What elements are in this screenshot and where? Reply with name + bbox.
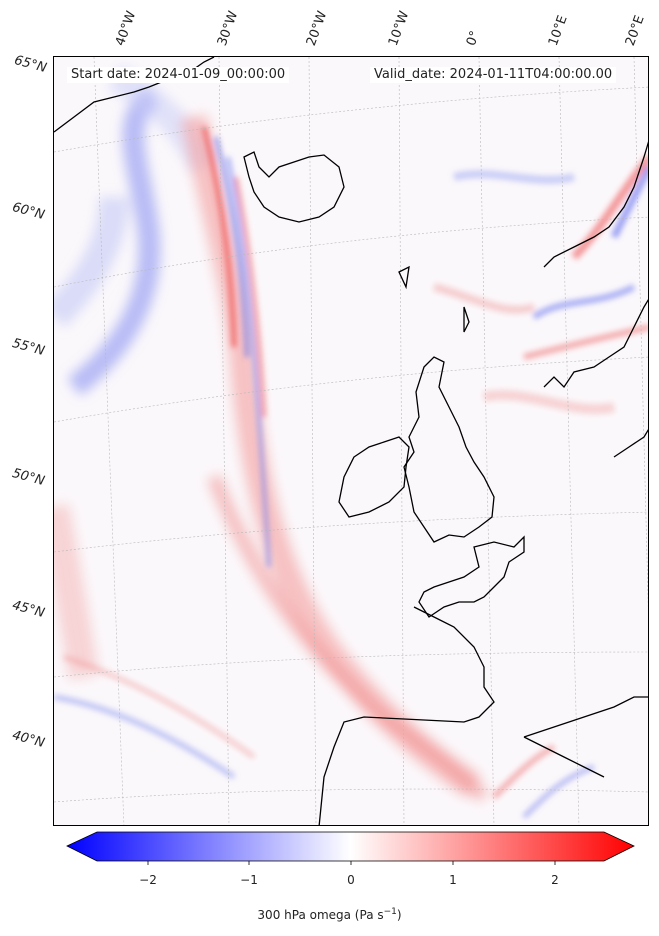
lat-label-65n: 65°N — [12, 53, 49, 76]
lat-label-45n: 45°N — [10, 598, 47, 621]
baltic-coast — [613, 429, 648, 458]
valid-date-text: Valid_date: 2024-01-11T04:00:00.00 — [370, 67, 617, 83]
map-panel — [53, 56, 649, 826]
lon-label-30w: 30°W — [214, 9, 242, 48]
omega-field-map — [54, 57, 648, 825]
lat-label-50n: 50°N — [10, 466, 47, 489]
colorbar-label-end: ) — [396, 908, 402, 922]
spain-north-coast — [523, 696, 648, 738]
lon-label-40w: 40°W — [112, 9, 140, 48]
faroe-coast — [398, 265, 410, 290]
colorbar-tick-label: 0 — [347, 873, 355, 887]
iberia-coast — [318, 606, 495, 825]
denmark-coast — [543, 299, 648, 389]
lon-label-20w: 20°W — [303, 9, 331, 48]
spain-med-coast — [523, 736, 605, 778]
lon-label-10w: 10°W — [385, 9, 413, 48]
colorbar-tick-label: 1 — [449, 873, 457, 887]
graticule — [54, 57, 648, 825]
colorbar-label-unit-exponent: −1 — [383, 907, 397, 917]
omega-southwest-streaks — [54, 654, 595, 819]
coastlines — [54, 57, 648, 825]
lon-label-20e: 20°E — [622, 13, 648, 49]
lon-label-10e: 10°E — [545, 13, 571, 49]
norway-coast — [543, 141, 648, 268]
iceland-coast — [243, 151, 345, 223]
lat-label-60n: 60°N — [10, 200, 47, 223]
lon-label-0: 0° — [463, 28, 484, 48]
lat-label-55n: 55°N — [10, 336, 47, 359]
omega-northsea-patterns — [433, 154, 648, 415]
colorbar-tick-label: −1 — [240, 873, 258, 887]
colorbar-label-text: 300 hPa omega (Pa s — [257, 908, 384, 922]
lat-label-40n: 40°N — [10, 728, 47, 751]
colorbar-tick-label: 2 — [551, 873, 559, 887]
france-coast — [418, 535, 525, 618]
shetland-coast — [463, 306, 470, 333]
colorbar-ticks — [147, 861, 556, 865]
great-britain-coast — [403, 356, 495, 543]
greenland-coast — [54, 57, 215, 133]
colorbar-bar — [66, 831, 635, 862]
colorbar-tick-label: −2 — [139, 873, 157, 887]
colorbar-label: 300 hPa omega (Pa s−1) — [0, 907, 659, 922]
start-date-text: Start date: 2024-01-09_00:00:00 — [67, 67, 290, 83]
omega-streaks — [201, 126, 271, 568]
ireland-coast — [338, 436, 410, 518]
